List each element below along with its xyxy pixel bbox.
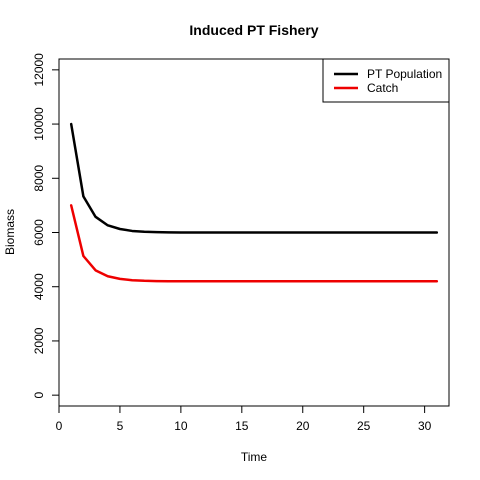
series-line-pt-population [69, 122, 439, 234]
y-tick-label: 4000 [32, 273, 46, 300]
x-tick-label: 10 [174, 419, 188, 433]
x-axis-label: Time [241, 450, 268, 464]
x-tick-label: 5 [117, 419, 124, 433]
x-tick-label: 30 [418, 419, 432, 433]
chart-title: Induced PT Fishery [189, 22, 318, 38]
y-tick-label: 0 [32, 392, 46, 399]
legend-box [322, 58, 450, 103]
y-tick-label: 12000 [32, 53, 46, 87]
x-tick-label: 15 [235, 419, 249, 433]
series-line-catch [69, 204, 439, 283]
series-layer [69, 122, 439, 283]
x-tick-label: 0 [56, 419, 63, 433]
x-tick-label: 20 [296, 419, 310, 433]
x-tick-label: 25 [357, 419, 371, 433]
y-axis: 0 2000 4000 6000 8000 10000 12000 [32, 53, 60, 399]
legend: PT Population Catch [322, 58, 450, 103]
y-tick-label: 2000 [32, 327, 46, 354]
y-axis-label: Biomass [3, 209, 17, 255]
y-tick-label: 6000 [32, 219, 46, 246]
y-tick-label: 10000 [32, 107, 46, 141]
legend-label-pt-population: PT Population [367, 67, 442, 81]
legend-label-catch: Catch [367, 81, 398, 95]
x-axis: 0 5 10 15 20 25 30 [56, 405, 432, 433]
y-tick-label: 8000 [32, 165, 46, 192]
